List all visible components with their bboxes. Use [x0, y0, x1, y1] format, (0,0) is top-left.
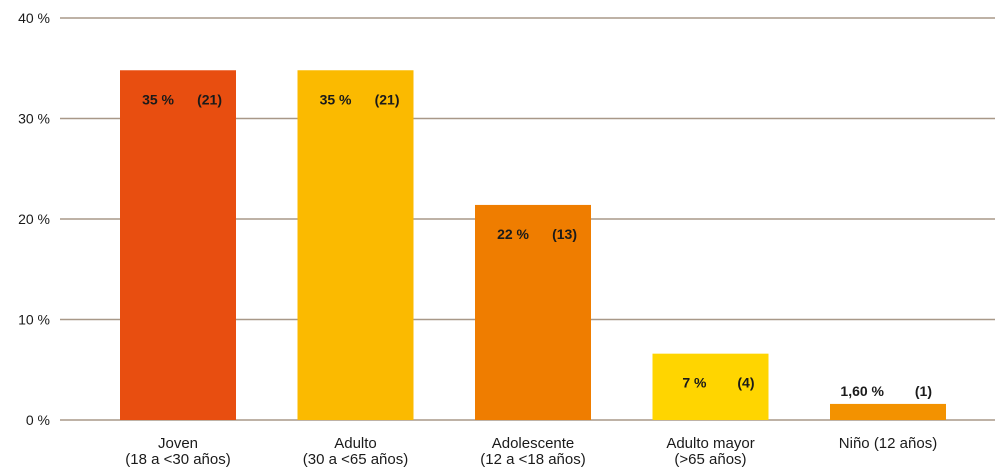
bars [120, 70, 946, 420]
category-label: (>65 años) [674, 451, 746, 468]
count-label: (4) [737, 375, 754, 391]
count-label: (1) [915, 383, 932, 399]
bar [652, 353, 769, 420]
count-label: (13) [552, 226, 577, 242]
data-labels: 35 % (21) 35 % (21) 22 % (13) 7 % (4) 1,60 % (1) [142, 91, 932, 399]
count-label: (21) [197, 91, 222, 107]
y-tick-label: 0 % [26, 412, 50, 428]
category-label: Joven [158, 435, 198, 452]
category-label: Niño (12 años) [839, 435, 937, 452]
percent-label: 7 % [682, 375, 707, 391]
bar [830, 403, 946, 420]
y-axis-ticks: 0 % 10 % 20 % 30 % 40 % [18, 10, 50, 428]
bar [297, 70, 414, 420]
category-label: Adolescente [492, 435, 575, 452]
bar [120, 70, 236, 420]
category-label: Adulto [334, 435, 377, 452]
y-tick-label: 20 % [18, 211, 50, 227]
category-label: Adulto mayor [666, 435, 754, 452]
percent-label: 22 % [497, 226, 529, 242]
percent-label: 1,60 % [840, 383, 884, 399]
percent-label: 35 % [142, 91, 174, 107]
category-label: (12 a <18 años) [480, 451, 586, 468]
y-tick-label: 40 % [18, 10, 50, 26]
category-label: (30 a <65 años) [303, 451, 409, 468]
y-tick-label: 10 % [18, 312, 50, 328]
bar [475, 204, 591, 420]
x-axis-categories: Joven(18 a <30 años) Adulto(30 a <65 años… [125, 435, 937, 468]
y-tick-label: 30 % [18, 111, 50, 127]
category-label: (18 a <30 años) [125, 451, 231, 468]
count-label: (21) [375, 91, 400, 107]
percent-label: 35 % [320, 91, 352, 107]
